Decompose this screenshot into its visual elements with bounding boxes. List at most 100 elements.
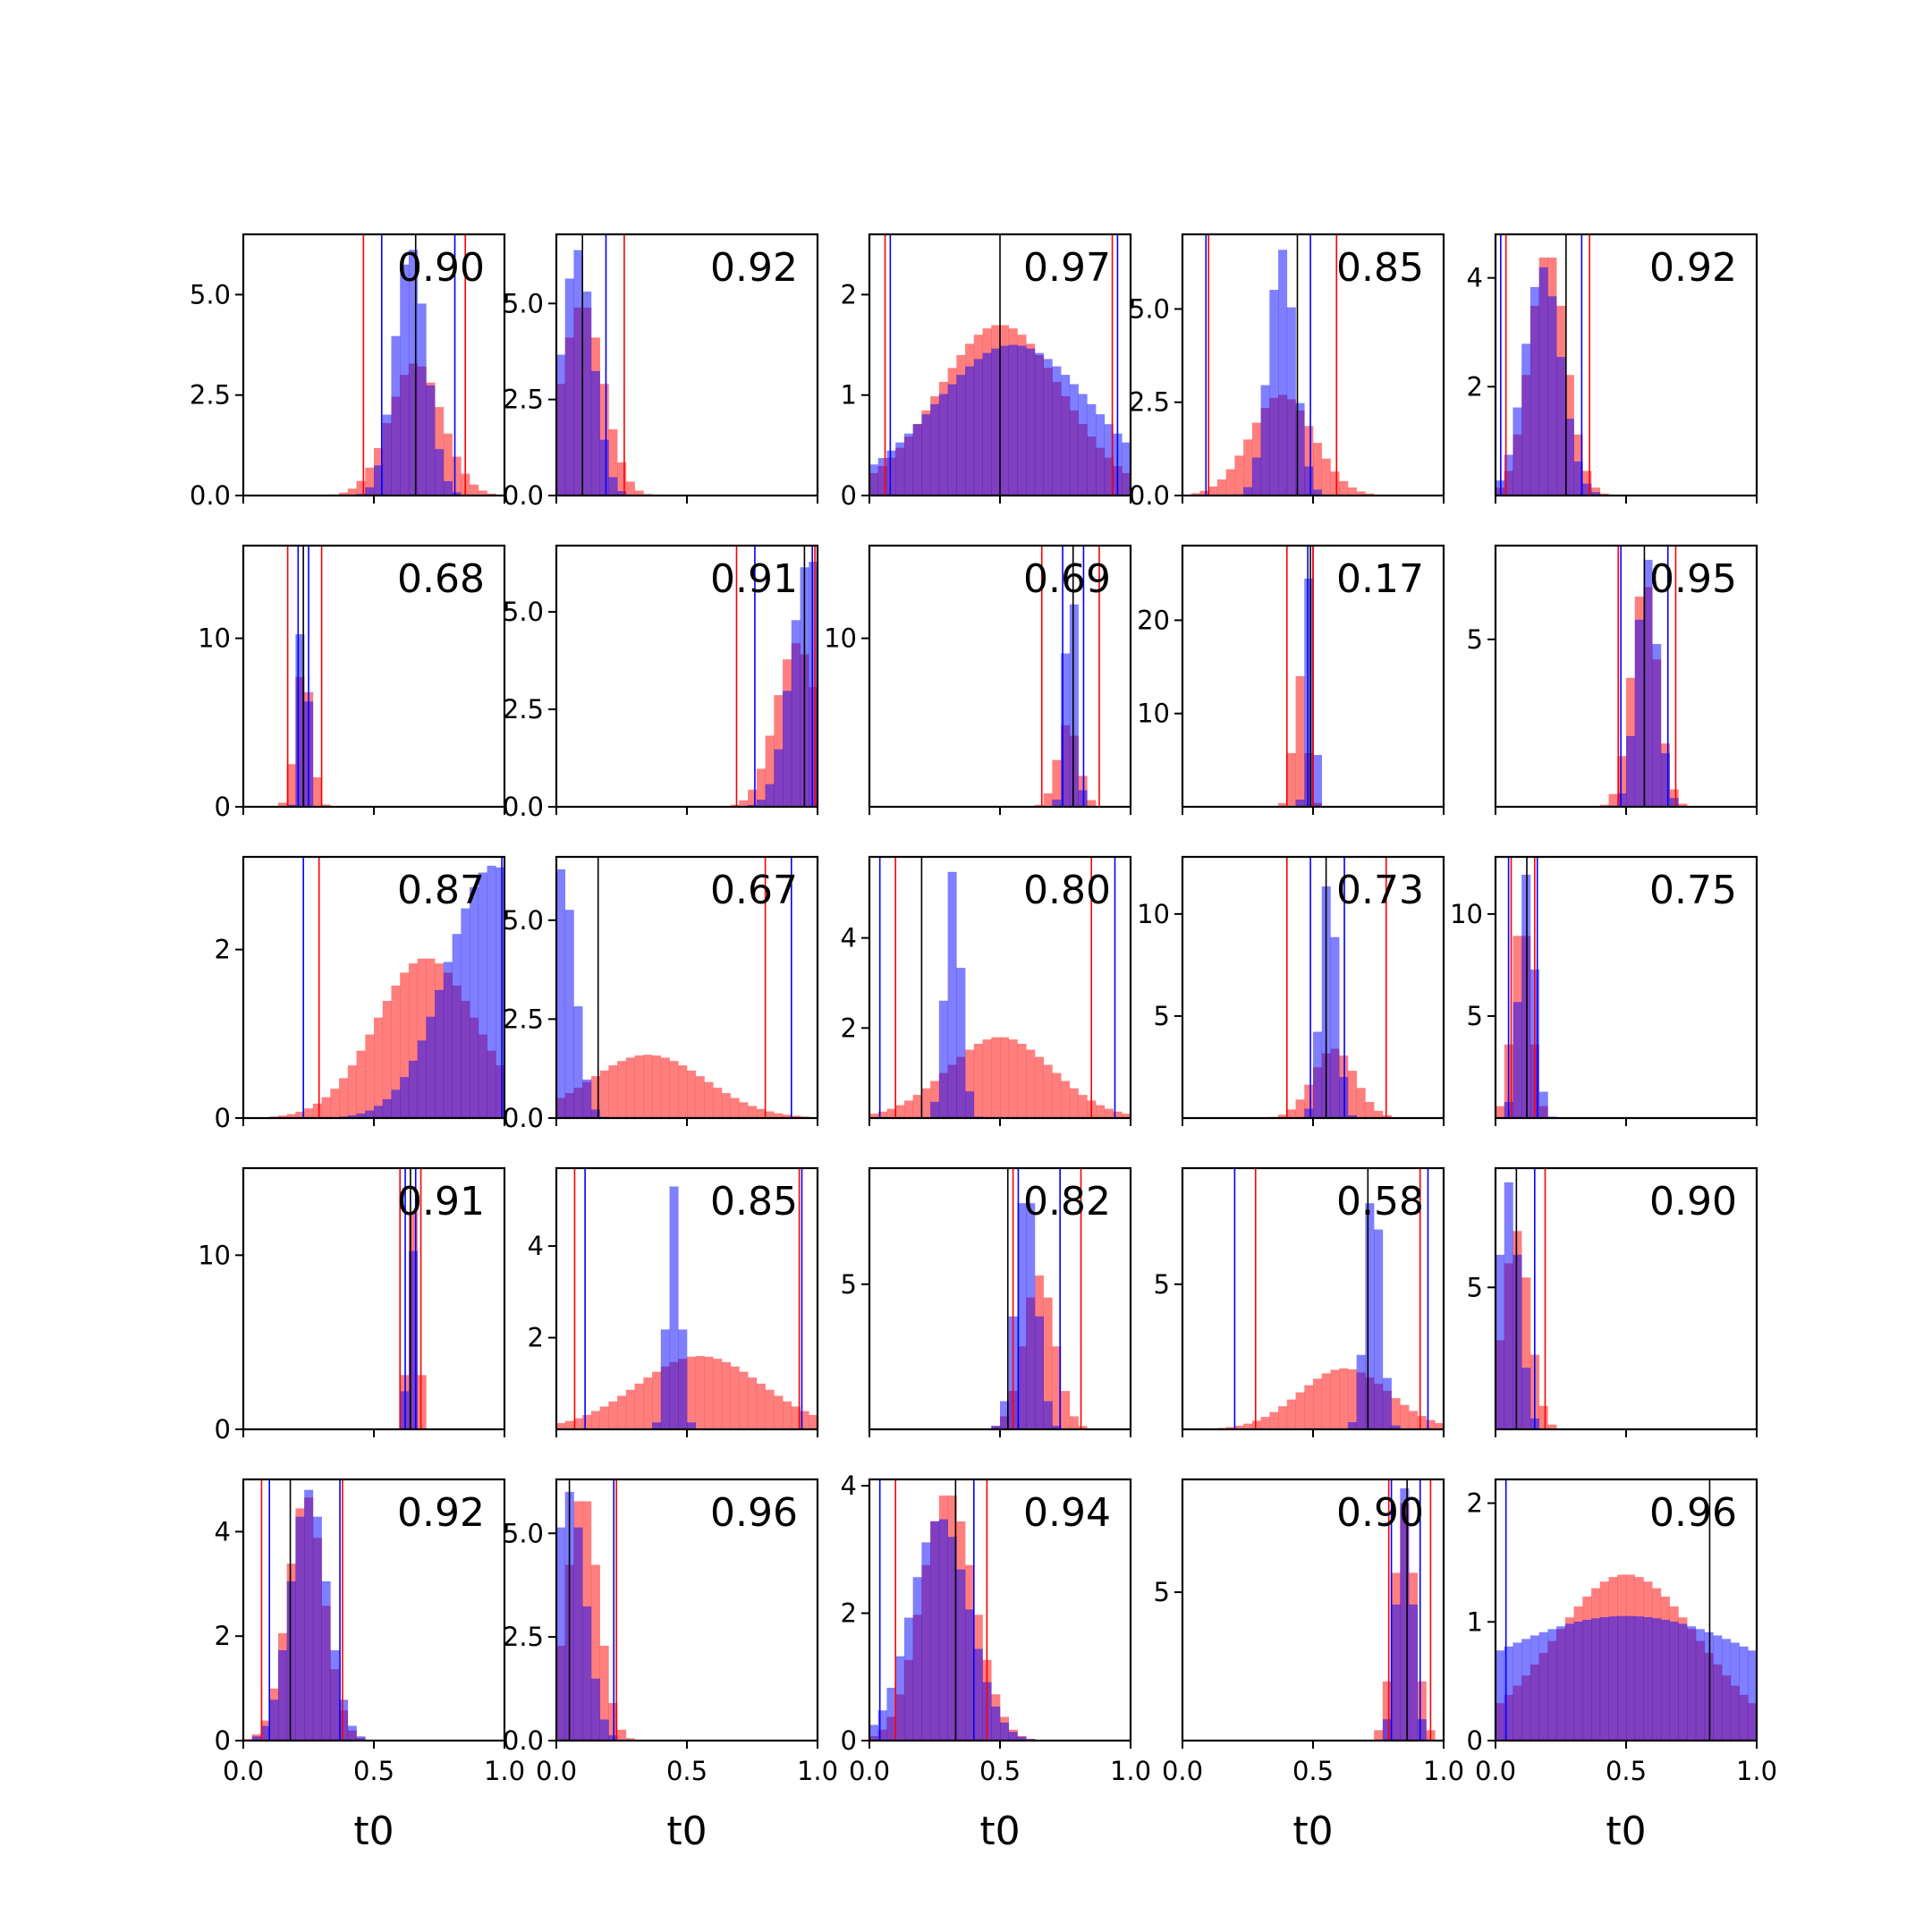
histogram-bar-blue — [930, 1101, 940, 1118]
histogram-bar-red — [599, 1645, 609, 1741]
histogram-bar-red — [356, 480, 366, 496]
panel-score-label: 0.92 — [397, 1490, 485, 1536]
x-axis-labels-group: t0 t0 t0 t0 t0 — [353, 1809, 1646, 1854]
histogram-bar-blue — [1513, 407, 1522, 496]
histogram-bar-red — [774, 1113, 784, 1118]
histogram-bar-blue — [1008, 1732, 1018, 1741]
histogram-bar-blue — [1634, 619, 1644, 807]
histogram-bar-red — [695, 1356, 705, 1429]
histogram-bar-red — [608, 1703, 618, 1741]
histogram-bar-blue — [590, 370, 600, 496]
histogram-bar-red — [660, 1057, 670, 1118]
histogram-bar-blue — [1304, 1108, 1314, 1118]
histogram-bar-red — [886, 1108, 896, 1118]
histogram-bar-blue — [1582, 483, 1592, 496]
histogram-bar-blue — [556, 1527, 566, 1741]
histogram-bar-red — [564, 1420, 574, 1429]
histogram-bar-blue — [487, 865, 496, 1118]
histogram-bar-red — [608, 428, 618, 496]
histogram-bar-red — [982, 1039, 992, 1118]
histogram-bar-blue — [1608, 1616, 1618, 1741]
y-tick-label: 2 — [215, 1621, 231, 1651]
histogram-bar-blue — [1496, 1650, 1505, 1741]
y-tick-label: 0 — [215, 1725, 231, 1756]
y-tick-label: 5 — [1154, 1001, 1170, 1031]
histogram-bar-red — [1234, 455, 1244, 496]
y-tick-label: 0.0 — [503, 792, 544, 822]
histogram-bar-blue — [365, 1110, 375, 1118]
histogram-bar-red — [1304, 1385, 1314, 1429]
histogram-bar-red — [452, 456, 462, 496]
histogram-bar-red — [487, 493, 496, 496]
histogram-bar-blue — [1591, 1618, 1601, 1741]
histogram-bar-blue — [582, 1606, 592, 1741]
panel-score-label: 0.94 — [1023, 1490, 1111, 1536]
histogram-bar-red — [1547, 1424, 1557, 1429]
histogram-bar-red — [1122, 1114, 1131, 1118]
histogram-bar-blue — [1096, 414, 1106, 496]
histogram-bar-red — [382, 1000, 392, 1118]
histogram-bar-blue — [877, 1710, 887, 1741]
y-tick-label: 0.0 — [503, 1725, 544, 1756]
y-tick-label: 2 — [1467, 371, 1483, 402]
histogram-bar-blue — [1391, 1425, 1401, 1429]
histogram-bar-blue — [947, 384, 957, 496]
y-tick-label: 4 — [1467, 263, 1483, 293]
histogram-bar-blue — [1000, 1401, 1010, 1429]
histogram-bar-red — [1069, 1416, 1079, 1429]
histogram-bar-blue — [1286, 307, 1296, 496]
x-tick-label: 1.0 — [797, 1756, 838, 1786]
histogram-bar-blue — [1573, 462, 1583, 496]
histogram-bar-blue — [1538, 1631, 1548, 1741]
y-tick-label: 0.0 — [190, 480, 231, 511]
histogram-bar-red — [617, 462, 627, 496]
histogram-bar-blue — [1521, 874, 1531, 1118]
x-tick-label: 0.5 — [1292, 1756, 1334, 1786]
histogram-bar-blue — [965, 366, 975, 496]
histogram-bar-blue — [426, 385, 436, 496]
x-axis-label: t0 — [353, 1809, 394, 1854]
histogram-bar-blue — [1374, 1229, 1384, 1429]
histogram-bar-blue — [956, 968, 966, 1118]
histogram-bar-blue — [1026, 348, 1036, 496]
histogram-bar-red — [1034, 1056, 1044, 1118]
histogram-bar-red — [921, 1088, 931, 1118]
histogram-bar-red — [1216, 479, 1226, 496]
histogram-bar-blue — [1496, 480, 1505, 496]
histogram-bar-blue — [1026, 1203, 1036, 1429]
histogram-panel: 50.90 — [1467, 1166, 1758, 1437]
histogram-bar-blue — [652, 1422, 662, 1429]
histogram-bar-blue — [374, 1106, 384, 1118]
histogram-bar-blue — [1347, 1422, 1357, 1429]
histogram-bar-red — [1113, 1111, 1123, 1118]
histogram-bar-blue — [1652, 1618, 1662, 1741]
histogram-bar-red — [1400, 1404, 1410, 1429]
histogram-bar-blue — [1626, 1615, 1636, 1741]
histogram-bar-red — [1313, 1378, 1323, 1429]
histogram-bar-red — [783, 1401, 792, 1429]
histogram-bar-blue — [295, 1516, 305, 1741]
histogram-bar-blue — [1078, 790, 1088, 807]
histogram-bar-red — [1043, 792, 1053, 807]
histogram-bar-blue — [756, 800, 766, 807]
panel-score-label: 0.58 — [1336, 1179, 1424, 1224]
x-tick-label: 1.0 — [1110, 1756, 1151, 1786]
histogram-bar-red — [625, 1389, 635, 1429]
y-tick-label: 5.0 — [503, 905, 544, 936]
histogram-bar-blue — [991, 1426, 1001, 1429]
histogram-bar-red — [678, 1065, 688, 1118]
histogram-panel: 5 10 0.75 — [1450, 855, 1758, 1126]
panel-score-label: 0.92 — [1649, 245, 1737, 291]
histogram-bar-red — [1374, 1110, 1384, 1118]
histogram-bar-blue — [1530, 286, 1539, 496]
histogram-bar-red — [765, 1111, 775, 1118]
histogram-panel: 0.0 2.5 5.0 0.90 — [190, 233, 506, 511]
histogram-bar-blue — [599, 1719, 609, 1741]
histogram-bar-blue — [496, 867, 505, 1118]
histogram-bar-red — [1199, 490, 1209, 496]
x-tick-label: 0.0 — [1475, 1756, 1516, 1786]
histogram-bar-red — [634, 1383, 644, 1429]
histogram-bar-red — [1008, 1039, 1018, 1118]
histogram-bar-blue — [573, 1527, 583, 1741]
histogram-panel: 0 2 4 0.0 0.5 1.0 0.92 — [215, 1478, 525, 1786]
